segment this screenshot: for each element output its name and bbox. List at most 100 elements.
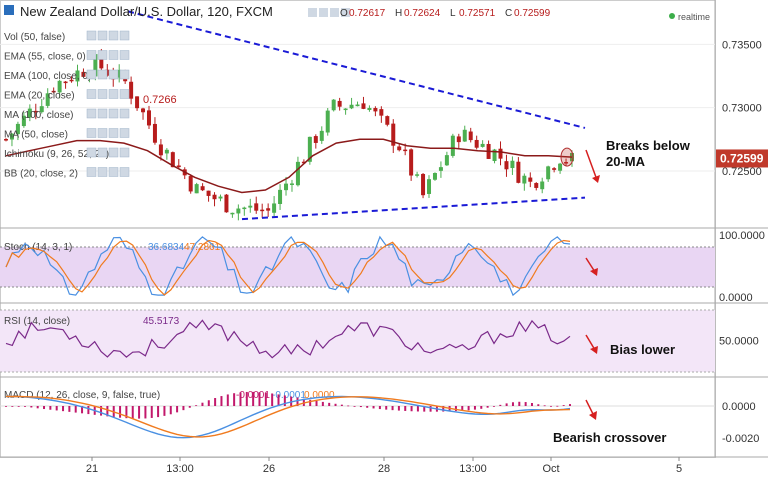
indicator-tool-button[interactable] (119, 108, 130, 119)
indicator-tool-button[interactable] (108, 69, 119, 80)
annotation-breaks-line1: Breaks below (606, 138, 691, 153)
macd-hist-bar (328, 402, 331, 406)
indicator-tool-button[interactable] (119, 69, 130, 80)
macd-hist-bar (245, 391, 248, 406)
indicator-tool-button[interactable] (119, 167, 130, 177)
chart-title: New Zealand Dollar/U.S. Dollar, 120, FXC… (20, 4, 273, 19)
indicator-tool-button[interactable] (119, 147, 130, 158)
indicator-tool-button[interactable] (119, 50, 130, 60)
rsi-tick-label: 50.0000 (719, 336, 759, 348)
time-tick-label: 13:00 (459, 463, 487, 475)
indicator-label: EMA (20, close) (4, 91, 75, 102)
indicator-tool-button[interactable] (97, 50, 108, 60)
stoch-tick-label: 100.0000 (719, 230, 765, 242)
toolbar-button[interactable] (330, 8, 339, 17)
indicator-tool-button[interactable] (86, 30, 97, 41)
indicator-tool-button[interactable] (119, 30, 130, 41)
indicator-tool-button[interactable] (119, 128, 130, 138)
indicator-tool-button[interactable] (97, 108, 108, 119)
macd-hist-bar (505, 403, 508, 406)
candle-body (164, 149, 169, 154)
candle-body (260, 209, 265, 212)
macd-hist-bar (150, 406, 153, 418)
collapse-icon[interactable] (4, 5, 14, 15)
indicator-tool-button[interactable] (97, 167, 108, 177)
macd-hist-bar (283, 395, 286, 406)
candle-body (170, 152, 175, 168)
candle-body (224, 194, 229, 213)
macd-hist-bar (353, 406, 356, 407)
indicator-tool-button[interactable] (86, 89, 97, 99)
indicator-tool-button[interactable] (119, 89, 130, 99)
candle-body (319, 130, 324, 141)
indicator-tool-button[interactable] (108, 108, 119, 119)
macd-hist-bar (188, 406, 191, 408)
indicator-tool-button[interactable] (86, 69, 97, 80)
candle-body (176, 165, 181, 168)
indicator-tool-button[interactable] (108, 89, 119, 99)
indicator-label: MA (50, close) (4, 130, 68, 141)
macd-tick-label: -0.0020 (722, 433, 759, 445)
candle-body (301, 161, 306, 164)
indicator-tool-button[interactable] (97, 147, 108, 158)
toolbar-button[interactable] (308, 8, 317, 17)
time-tick-label: 5 (676, 463, 682, 475)
indicator-tool-button[interactable] (108, 167, 119, 177)
indicator-label: Vol (50, false) (4, 32, 65, 43)
macd-value: -0.0001 (272, 390, 306, 401)
annotation-arrowhead (592, 175, 600, 183)
indicator-tool-button[interactable] (108, 128, 119, 138)
candle-body (450, 135, 455, 156)
macd-hist-bar (366, 406, 369, 408)
indicator-tool-button[interactable] (86, 167, 97, 177)
candle-body (570, 152, 574, 162)
indicator-tool-button[interactable] (97, 30, 108, 41)
toolbar-button[interactable] (319, 8, 328, 17)
candle-body (242, 207, 247, 210)
indicator-tool-button[interactable] (97, 128, 108, 138)
macd-hist-bar (220, 396, 223, 406)
rsi-arrow (585, 334, 596, 351)
price-tick-label: 0.73000 (722, 103, 762, 115)
candle-body (373, 108, 378, 112)
candle-body (105, 69, 110, 76)
candle-body (15, 123, 20, 135)
candle-body (51, 90, 56, 93)
macd-hist-bar (562, 405, 565, 406)
indicator-tool-button[interactable] (86, 128, 97, 138)
indicator-label: EMA (100, close, 0) (4, 71, 91, 82)
indicator-tool-button[interactable] (86, 108, 97, 119)
candle-body (558, 163, 563, 171)
indicator-tool-button[interactable] (108, 50, 119, 60)
indicator-tool-button[interactable] (108, 147, 119, 158)
rsi-arrowhead (590, 346, 598, 354)
indicator-tool-button[interactable] (97, 69, 108, 80)
macd-hist-bar (17, 406, 20, 407)
macd-hist-bar (277, 394, 280, 406)
stoch-arrowhead (590, 268, 598, 276)
macd-hist-bar (378, 406, 381, 410)
macd-hist-bar (429, 406, 432, 412)
indicator-label: MA (100, close) (4, 110, 73, 121)
candle-body (552, 168, 557, 170)
toolbar-button[interactable] (341, 8, 350, 17)
macd-histogram (5, 391, 571, 419)
indicator-tool-button[interactable] (86, 50, 97, 60)
indicator-tool-button[interactable] (97, 89, 108, 99)
macd-hist-bar (423, 406, 426, 412)
ohlc-label: H (395, 8, 402, 19)
stoch-band (0, 247, 715, 287)
candle-body (498, 148, 503, 159)
macd-hist-bar (5, 406, 7, 407)
candle-body (284, 183, 289, 191)
ohlc-value: 0.72617 (349, 8, 386, 19)
macd-hist-bar (182, 406, 185, 411)
macd-hist-bar (416, 406, 419, 412)
candle-body (444, 155, 449, 166)
indicator-tool-button[interactable] (86, 147, 97, 158)
macd-hist-bar (195, 405, 198, 407)
indicator-tool-button[interactable] (108, 30, 119, 41)
macd-hist-bar (49, 406, 52, 410)
macd-hist-bar (359, 406, 362, 408)
